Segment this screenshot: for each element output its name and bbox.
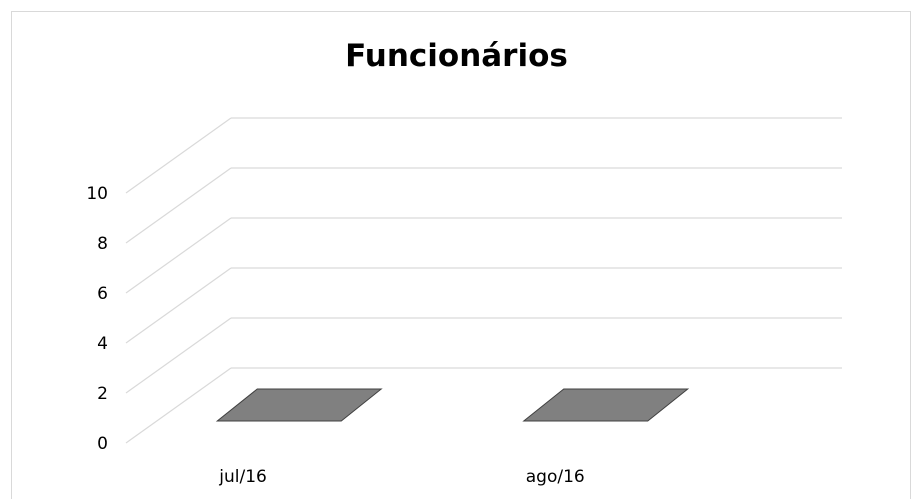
x-tick-label-ago/16: ago/16 xyxy=(526,467,585,487)
gridline-side-2 xyxy=(125,267,232,344)
gridlines xyxy=(125,117,842,444)
y-axis-tick-labels: 0 2 4 6 8 10 xyxy=(86,184,108,454)
y-tick-label-6: 6 xyxy=(97,284,108,304)
gridline-side-1 xyxy=(125,317,232,394)
bar-jul/16 xyxy=(215,388,383,422)
y-tick-label-8: 8 xyxy=(97,234,108,254)
gridline-side-3 xyxy=(125,217,232,294)
y-tick-label-10: 10 xyxy=(86,184,108,204)
y-tick-label-2: 2 xyxy=(97,384,108,404)
chart-title: Funcionários xyxy=(345,38,568,74)
gridline-side-4 xyxy=(125,167,232,244)
y-tick-label-4: 4 xyxy=(97,334,108,354)
gridline-side-5 xyxy=(125,117,232,194)
x-axis-tick-labels: jul/16 ago/16 xyxy=(218,467,584,487)
bar-ago/16 xyxy=(522,388,690,422)
y-tick-label-0: 0 xyxy=(97,434,108,454)
gridline-side-0 xyxy=(125,367,232,444)
bars xyxy=(215,388,690,422)
x-tick-label-jul/16: jul/16 xyxy=(218,467,267,487)
